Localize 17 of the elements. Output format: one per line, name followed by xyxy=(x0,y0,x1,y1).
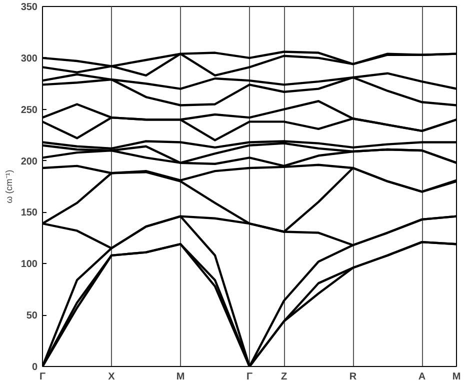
x-tick-label: M xyxy=(176,372,185,382)
y-tick-label: 200 xyxy=(20,156,38,168)
y-tick-label: 150 xyxy=(20,208,38,219)
x-tick-label: M xyxy=(452,372,461,382)
x-tick-label: Γ xyxy=(246,372,253,382)
y-tick-label: 300 xyxy=(20,53,38,64)
y-axis-title: ω (cm⁻¹) xyxy=(4,170,14,204)
y-tick-label: 0 xyxy=(32,362,38,373)
y-tick-label: 100 xyxy=(20,259,38,270)
x-tick-label: Γ xyxy=(39,372,46,382)
x-tick-label: X xyxy=(108,372,116,382)
y-tick-label: 50 xyxy=(26,310,38,322)
y-tick-label: 250 xyxy=(20,104,38,116)
x-tick-label: A xyxy=(418,372,426,382)
y-tick-label: 350 xyxy=(20,2,38,13)
x-tick-label: Z xyxy=(280,372,288,382)
x-tick-label: R xyxy=(349,372,358,382)
